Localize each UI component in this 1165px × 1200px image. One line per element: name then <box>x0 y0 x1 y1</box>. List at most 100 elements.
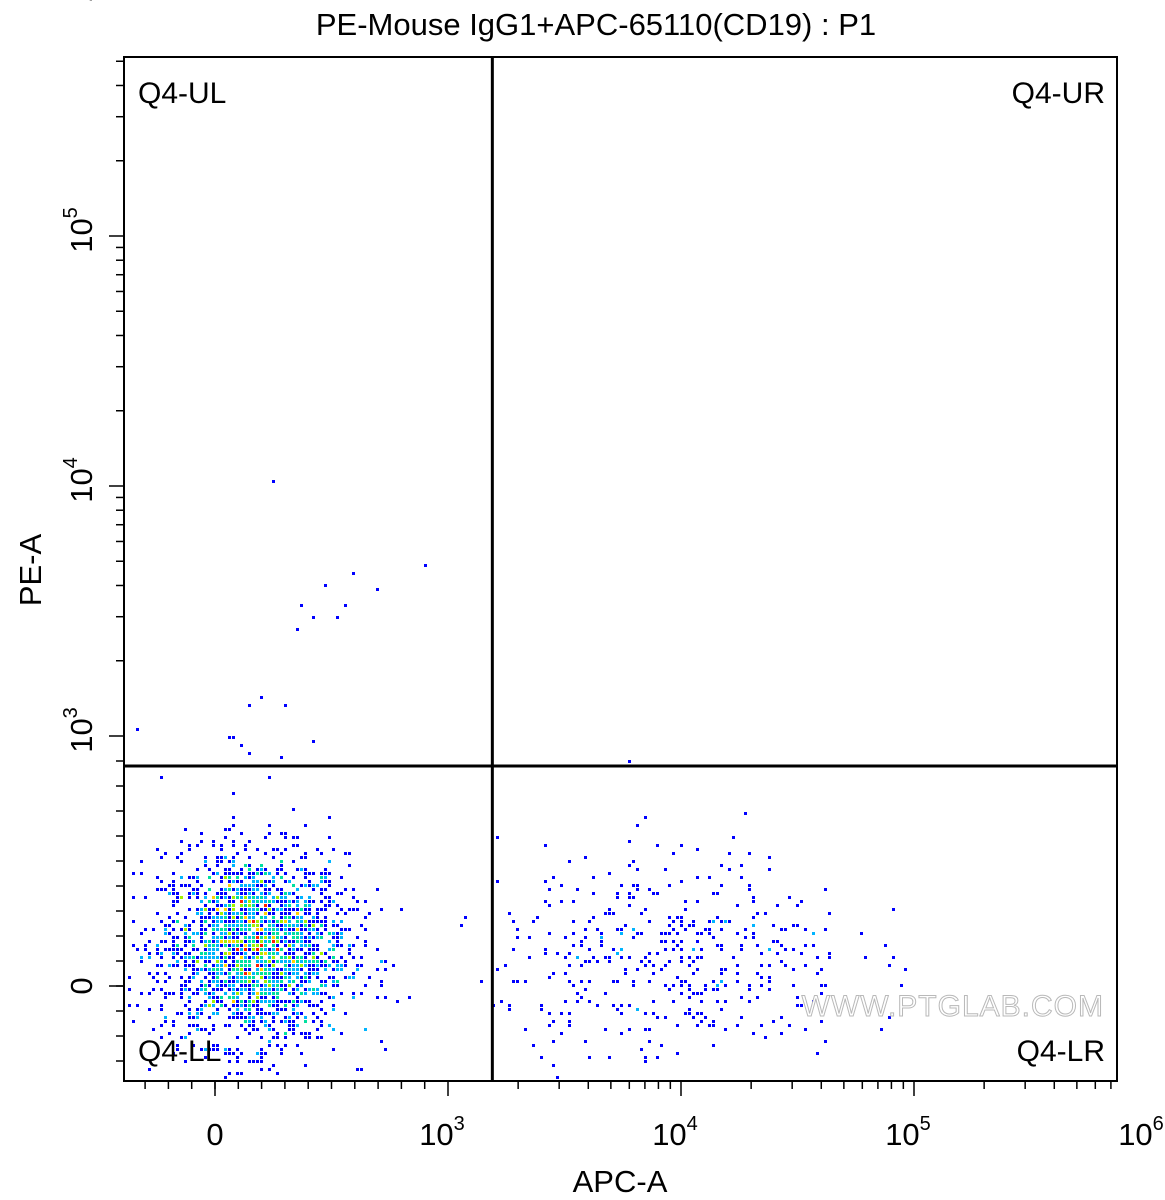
event-dot <box>160 940 163 943</box>
event-dot <box>232 948 235 951</box>
event-dot <box>184 940 187 943</box>
event-dot <box>720 972 723 975</box>
event-dot <box>720 928 723 931</box>
event-dot <box>228 1024 231 1027</box>
event-dot <box>744 812 747 815</box>
event-dot <box>292 916 295 919</box>
event-dot <box>640 960 643 963</box>
event-dot <box>296 1012 299 1015</box>
event-dot <box>296 936 299 939</box>
event-dot <box>284 872 287 875</box>
event-dot <box>260 948 263 951</box>
event-dot <box>248 752 251 755</box>
event-dot <box>208 912 211 915</box>
event-dot <box>252 924 255 927</box>
event-dot <box>232 864 235 867</box>
event-dot <box>252 1016 255 1019</box>
event-dot <box>220 980 223 983</box>
event-dot <box>188 876 191 879</box>
event-dot <box>256 868 259 871</box>
event-dot <box>636 968 639 971</box>
event-dot <box>272 956 275 959</box>
event-dot <box>620 884 623 887</box>
event-dot <box>304 964 307 967</box>
event-dot <box>268 980 271 983</box>
event-dot <box>228 988 231 991</box>
event-dot <box>280 980 283 983</box>
event-dot <box>184 1036 187 1039</box>
event-dot <box>228 1072 231 1075</box>
event-dot <box>636 868 639 871</box>
event-dot <box>300 932 303 935</box>
event-dot <box>256 952 259 955</box>
event-dot <box>384 968 387 971</box>
event-dot <box>204 992 207 995</box>
event-dot <box>224 920 227 923</box>
event-dot <box>240 832 243 835</box>
event-dot <box>284 896 287 899</box>
event-dot <box>300 1012 303 1015</box>
event-dot <box>168 992 171 995</box>
event-dot <box>188 1016 191 1019</box>
event-dot <box>736 1024 739 1027</box>
event-dot <box>200 1004 203 1007</box>
event-dot <box>300 944 303 947</box>
event-dot <box>260 956 263 959</box>
event-dot <box>200 900 203 903</box>
event-dot <box>268 984 271 987</box>
event-dot <box>160 856 163 859</box>
event-dot <box>732 836 735 839</box>
event-dot <box>288 992 291 995</box>
event-dot <box>244 964 247 967</box>
event-dot <box>220 928 223 931</box>
event-dot <box>660 932 663 935</box>
event-dot <box>256 936 259 939</box>
event-dot <box>640 1048 643 1051</box>
event-dot <box>180 876 183 879</box>
event-dot <box>312 616 315 619</box>
event-dot <box>220 944 223 947</box>
event-dot <box>300 960 303 963</box>
event-dot <box>692 920 695 923</box>
event-dot <box>276 1032 279 1035</box>
event-dot <box>228 996 231 999</box>
event-dot <box>556 952 559 955</box>
event-dot <box>320 880 323 883</box>
event-dot <box>672 852 675 855</box>
event-dot <box>680 992 683 995</box>
event-dot <box>248 976 251 979</box>
event-dot <box>264 952 267 955</box>
event-dot <box>232 1016 235 1019</box>
event-dot <box>628 1004 631 1007</box>
event-dot <box>164 948 167 951</box>
event-dot <box>236 1008 239 1011</box>
event-dot <box>248 1024 251 1027</box>
event-dot <box>304 952 307 955</box>
event-dot <box>336 932 339 935</box>
event-dot <box>188 1024 191 1027</box>
event-dot <box>236 992 239 995</box>
event-dot <box>340 1032 343 1035</box>
event-dot <box>316 848 319 851</box>
event-dot <box>716 944 719 947</box>
event-dot <box>232 952 235 955</box>
event-dot <box>228 888 231 891</box>
event-dot <box>224 936 227 939</box>
event-dot <box>220 916 223 919</box>
event-dot <box>708 876 711 879</box>
event-dot <box>244 976 247 979</box>
event-dot <box>244 940 247 943</box>
event-dot <box>236 952 239 955</box>
event-dot <box>548 1024 551 1027</box>
event-dot <box>248 972 251 975</box>
event-dot <box>160 880 163 883</box>
event-dot <box>360 992 363 995</box>
event-dot <box>248 868 251 871</box>
event-dot <box>304 824 307 827</box>
event-dot <box>160 1024 163 1027</box>
event-dot <box>268 888 271 891</box>
event-dot <box>176 920 179 923</box>
event-dot <box>308 976 311 979</box>
event-dot <box>192 956 195 959</box>
event-dot <box>208 996 211 999</box>
